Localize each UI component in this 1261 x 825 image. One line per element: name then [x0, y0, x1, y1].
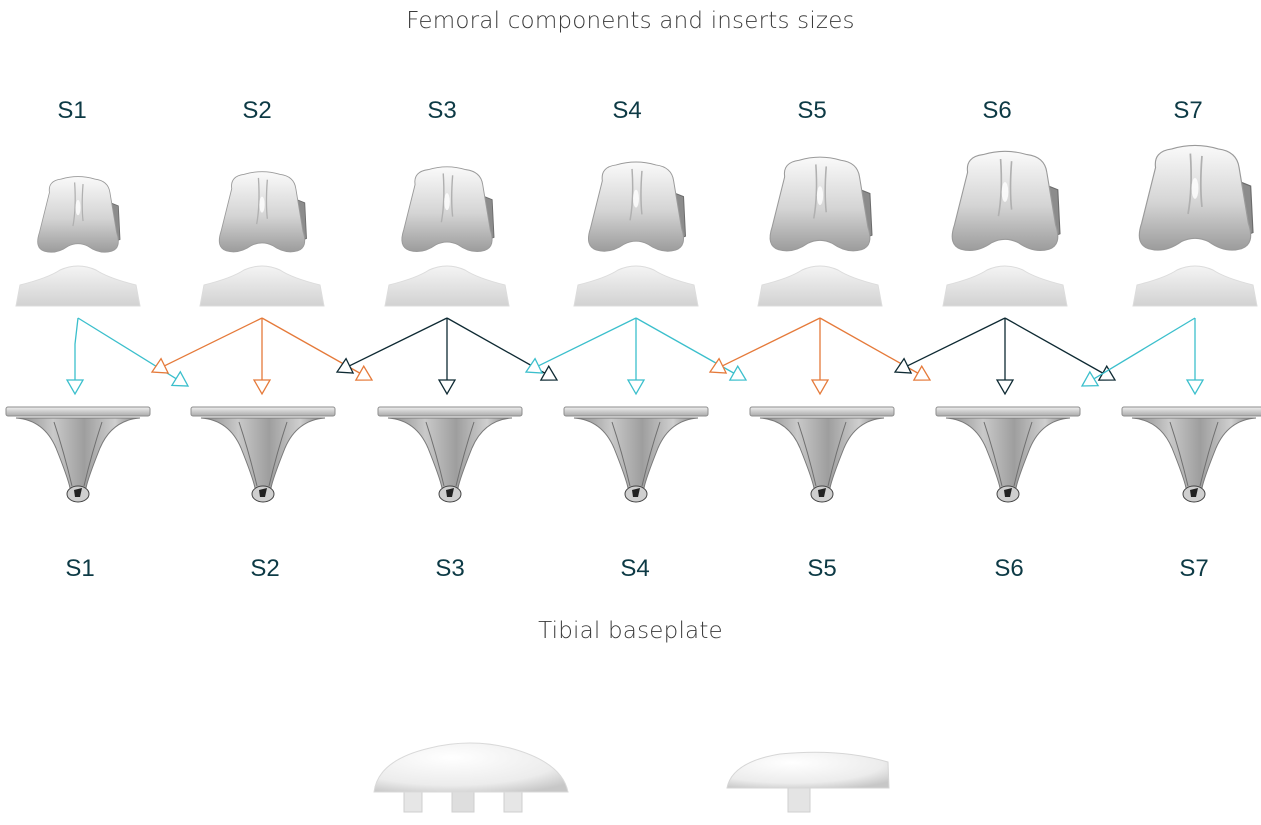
- arrow-head: [170, 370, 190, 387]
- tibial-size-label: S4: [620, 555, 650, 582]
- tibial-baseplate: [5, 406, 151, 503]
- arrow-line: [1093, 317, 1196, 380]
- arrow-head: [995, 379, 1015, 396]
- arrow-line: [907, 317, 1006, 367]
- compatibility-arrow-group: [524, 317, 748, 396]
- compatibility-arrow-group: [335, 317, 559, 396]
- compatibility-arrow-group: [150, 317, 374, 396]
- femoral-size-label: S3: [427, 97, 457, 124]
- arrow-head: [1080, 370, 1100, 387]
- arrow-line: [538, 317, 637, 367]
- arrow-head: [150, 357, 170, 374]
- tibial-baseplate: [749, 406, 895, 503]
- insert: [942, 265, 1068, 307]
- compatibility-arrow-group: [893, 317, 1117, 396]
- tibial-baseplate: [1121, 406, 1261, 503]
- tibial-baseplate: [377, 406, 523, 503]
- arrow-head: [912, 364, 932, 381]
- arrow-head: [335, 357, 355, 374]
- inserts: [15, 265, 1258, 307]
- tibial-baseplate: [563, 406, 709, 503]
- femoral-title: Femoral components and inserts sizes: [406, 8, 855, 34]
- patella-button-flat: [726, 751, 890, 813]
- arrow-head: [810, 379, 830, 396]
- insert: [199, 265, 325, 307]
- femoral-components: [37, 144, 1254, 253]
- tibial-size-label: S3: [435, 555, 465, 582]
- arrow-line: [349, 317, 448, 367]
- tibial-size-label: S6: [994, 555, 1024, 582]
- femoral-component: [769, 156, 873, 252]
- tibial-size-label: S7: [1179, 555, 1209, 582]
- compatibility-arrows: [65, 317, 1205, 396]
- arrow-head: [728, 364, 748, 381]
- compatibility-arrow-group: [1080, 317, 1205, 396]
- insert: [757, 265, 883, 307]
- femoral-size-label: S2: [242, 97, 272, 124]
- femoral-size-label: S5: [797, 97, 827, 124]
- tibial-baseplate: [935, 406, 1081, 503]
- arrow-head: [539, 364, 559, 381]
- arrow-head: [708, 357, 728, 374]
- arrow-head: [1185, 379, 1205, 396]
- femoral-component: [401, 166, 495, 253]
- tibial-size-label: S2: [250, 555, 280, 582]
- arrow-head: [354, 364, 374, 381]
- compatibility-arrow-group: [708, 317, 932, 396]
- femoral-component: [1138, 144, 1254, 251]
- arrow-head: [893, 357, 913, 374]
- patella-button-dome: [373, 742, 569, 813]
- insert: [573, 265, 699, 307]
- arrow-line: [1004, 317, 1104, 374]
- insert: [384, 265, 510, 307]
- arrow-head: [65, 379, 85, 396]
- femoral-component: [588, 161, 687, 252]
- arrow-head: [437, 379, 457, 396]
- femoral-component: [951, 150, 1061, 251]
- tibial-title: Tibial baseplate: [538, 618, 723, 644]
- tibial-size-label: S1: [65, 555, 95, 582]
- femoral-size-label: S1: [57, 97, 87, 124]
- tibial-size-label: S5: [807, 555, 837, 582]
- insert: [15, 265, 141, 307]
- arrow-head: [252, 379, 272, 396]
- tibial-baseplate: [190, 406, 336, 503]
- arrow-line: [164, 317, 263, 367]
- femoral-component: [218, 171, 307, 253]
- arrow-line: [74, 317, 79, 380]
- compatibility-arrow-group: [65, 317, 190, 396]
- femoral-size-label: S4: [612, 97, 642, 124]
- femoral-component: [37, 176, 121, 253]
- arrow-line: [446, 317, 546, 374]
- tibial-baseplates: [5, 406, 1261, 503]
- arrow-head: [524, 357, 544, 374]
- arrow-line: [722, 317, 821, 367]
- insert: [1132, 265, 1258, 307]
- arrow-head: [626, 379, 646, 396]
- femoral-size-label: S6: [982, 97, 1012, 124]
- femoral-size-label: S7: [1173, 97, 1203, 124]
